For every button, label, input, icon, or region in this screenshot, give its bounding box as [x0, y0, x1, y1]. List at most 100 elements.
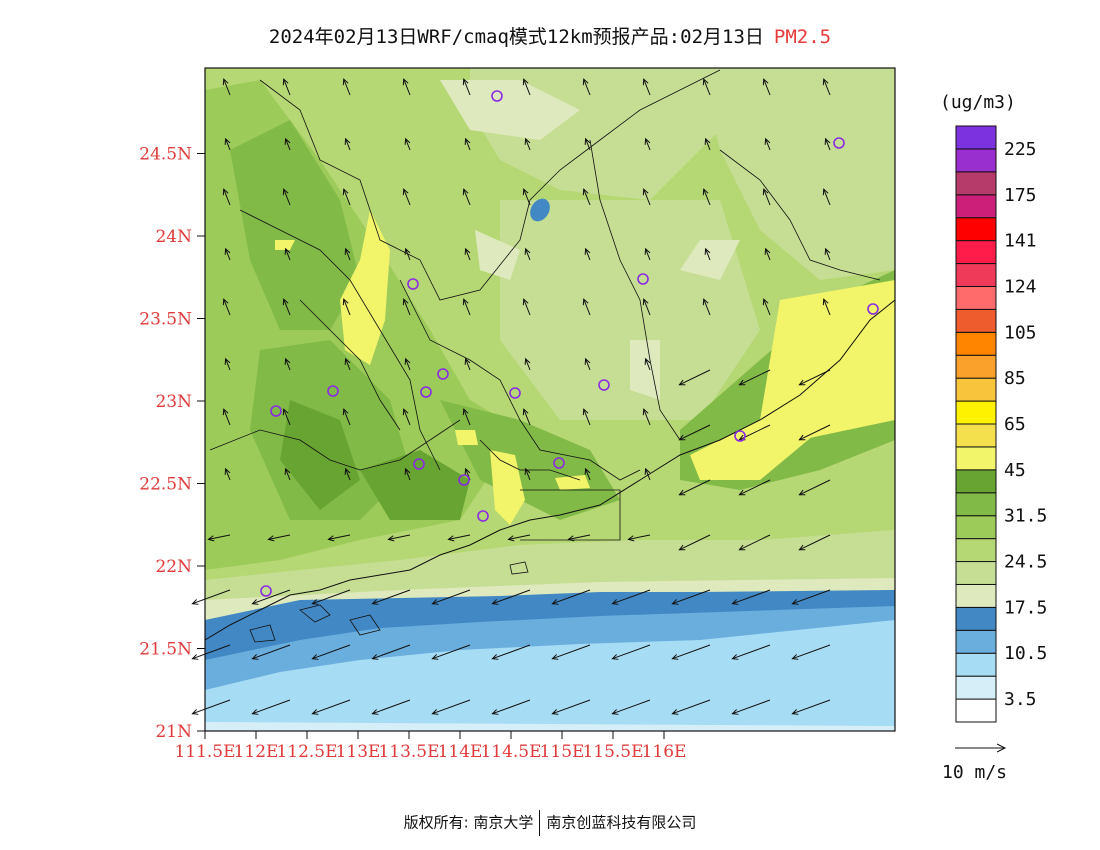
wind-arrow [764, 137, 771, 151]
wind-arrow [431, 644, 471, 660]
colorbar-swatch [955, 469, 997, 494]
wind-arrow [284, 467, 291, 481]
wind-arrow [284, 247, 291, 261]
lon-label: 115E [540, 742, 585, 762]
wind-arrow [702, 78, 711, 96]
colorbar-label: 31.5 [1004, 506, 1047, 527]
colorbar-swatch [955, 148, 997, 173]
wind-arrow [251, 589, 291, 605]
city-marker [553, 457, 565, 469]
wind-arrow [404, 137, 411, 151]
lon-axis: 111.5E112E112.5E113E113.5E114E114.5E115E… [174, 731, 686, 762]
wind-arrow [798, 424, 831, 441]
wind-arrow [582, 78, 591, 96]
colorbar-swatch [955, 629, 997, 654]
city-marker [437, 368, 449, 380]
wind-arrow [402, 408, 411, 426]
wind-legend-label: 10 m/s [942, 762, 1007, 783]
colorbar-swatch [955, 675, 997, 700]
wind-arrow [678, 534, 711, 551]
wind-arrow [524, 247, 531, 261]
wind-arrow [798, 534, 831, 551]
wind-arrow [824, 137, 831, 151]
colorbar-swatch [955, 698, 997, 723]
colorbar-swatch [955, 331, 997, 356]
wind-arrow [791, 699, 831, 715]
wind-arrow [731, 644, 771, 660]
wind-arrow [191, 644, 231, 660]
wind-arrow [642, 408, 651, 426]
wind-arrow [282, 298, 291, 316]
lat-label: 22N [155, 557, 192, 577]
wind-arrow [524, 467, 531, 481]
wind-arrow [224, 247, 231, 261]
wind-arrow [678, 479, 711, 496]
wind-arrow [522, 78, 531, 96]
wind-arrow [344, 247, 351, 261]
wind-arrow [222, 78, 231, 96]
city-marker [867, 303, 879, 315]
lon-label: 114E [438, 742, 483, 762]
wind-arrow [798, 479, 831, 496]
colorbar-unit: (ug/m3) [940, 92, 1016, 113]
colorbar-swatch [955, 308, 997, 333]
wind-arrow [222, 298, 231, 316]
city-marker [491, 90, 503, 102]
colorbar-label: 10.5 [1004, 643, 1047, 664]
wind-arrow [678, 369, 711, 386]
wind-arrow [464, 137, 471, 151]
city-marker [833, 137, 845, 149]
city-marker [598, 379, 610, 391]
wind-arrow [738, 534, 771, 551]
wind-arrow [642, 78, 651, 96]
wind-arrow [584, 357, 591, 371]
wind-arrow [551, 644, 591, 660]
wind-arrow [344, 137, 351, 151]
lat-label: 23.5N [139, 310, 192, 330]
lon-label: 115.5E [582, 742, 643, 762]
colorbar-swatch [955, 125, 997, 150]
wind-arrow [791, 589, 831, 605]
wind-arrow [464, 357, 471, 371]
lat-label: 23N [155, 392, 192, 412]
wind-arrow [342, 298, 351, 316]
wind-arrow [611, 699, 651, 715]
wind-arrow [738, 369, 771, 386]
wind-arrow [762, 188, 771, 206]
wind-arrow [491, 589, 531, 605]
wind-arrow [582, 188, 591, 206]
wind-arrow [764, 247, 771, 261]
wind-arrow [731, 589, 771, 605]
wind-arrow [522, 298, 531, 316]
wind-arrow [342, 188, 351, 206]
wind-arrow [464, 247, 471, 261]
wind-arrow [342, 78, 351, 96]
wind-arrow [522, 408, 531, 426]
wind-arrow [491, 644, 531, 660]
wind-arrow [507, 534, 531, 542]
lon-label: 113.5E [378, 742, 439, 762]
wind-arrow [267, 534, 291, 542]
lon-label: 112E [234, 742, 279, 762]
lon-label: 116E [642, 742, 687, 762]
colorbar-label: 175 [1004, 185, 1037, 206]
wind-arrow [462, 408, 471, 426]
wind-arrow [404, 357, 411, 371]
footer-separator [539, 810, 541, 836]
title-main: 2024年02月13日WRF/cmaq模式12km预报产品:02月13日 [268, 26, 764, 48]
wind-arrow [582, 298, 591, 316]
wind-arrow [284, 137, 291, 151]
colorbar-swatch [955, 240, 997, 265]
colorbar-swatch [955, 446, 997, 471]
wind-arrow [282, 78, 291, 96]
colorbar-swatch [955, 217, 997, 242]
wind-arrow [387, 534, 411, 542]
wind-arrow [822, 188, 831, 206]
wind-arrow [402, 78, 411, 96]
wind-arrow [311, 644, 351, 660]
wind-arrow [282, 408, 291, 426]
lon-label: 111.5E [174, 742, 235, 762]
wind-arrow [551, 589, 591, 605]
wind-arrow [582, 408, 591, 426]
lon-label: 114.5E [480, 742, 541, 762]
